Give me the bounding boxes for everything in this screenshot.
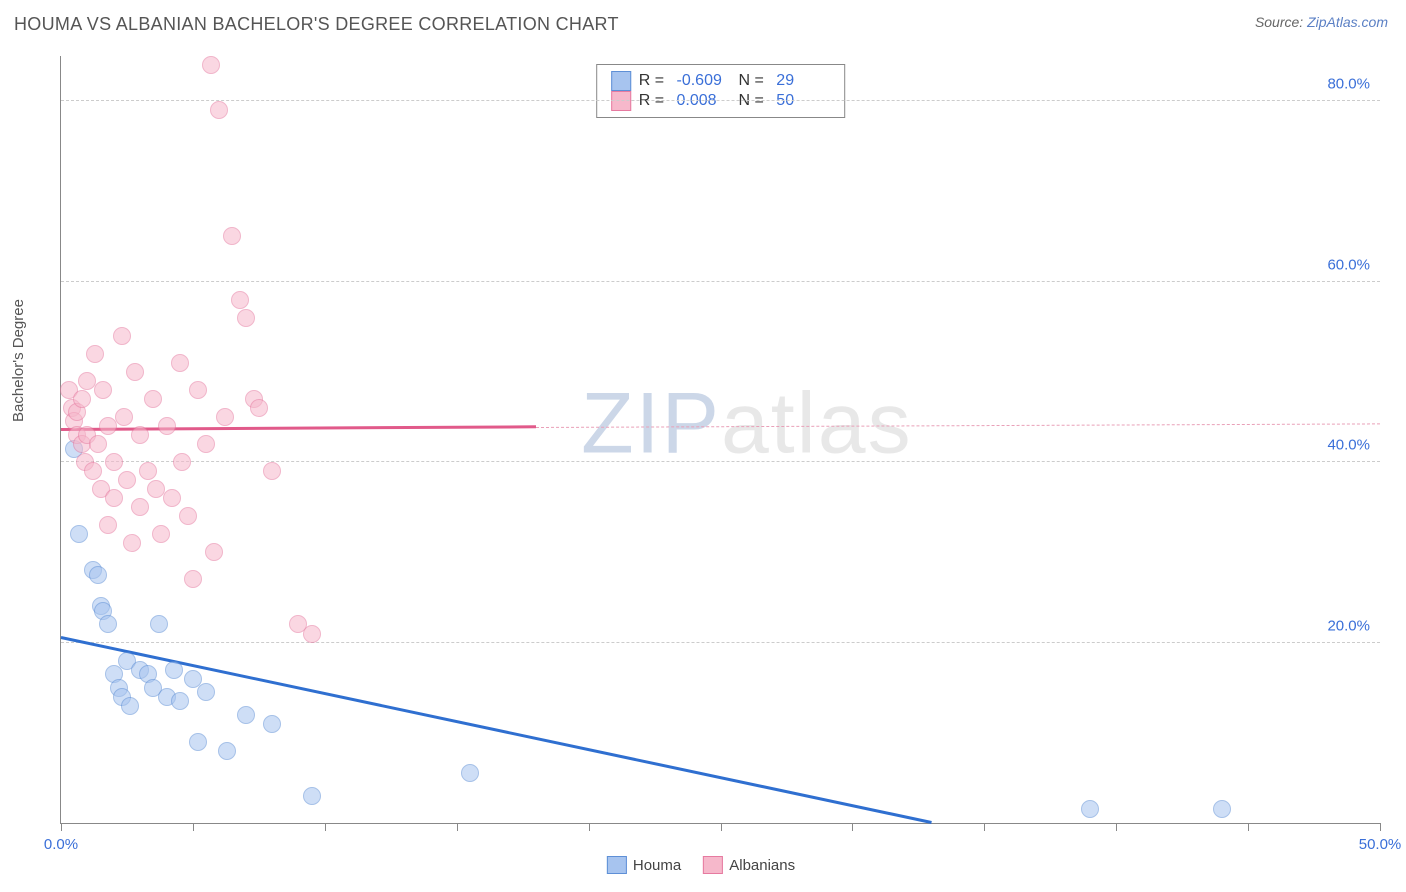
- data-point: [231, 291, 249, 309]
- data-point: [94, 381, 112, 399]
- legend-r-label: R =: [639, 72, 669, 90]
- data-point: [150, 615, 168, 633]
- legend-n-value: 29: [776, 72, 830, 90]
- legend-row-houma: R = -0.609 N = 29: [611, 71, 831, 91]
- data-point: [210, 101, 228, 119]
- source-label: Source:: [1255, 14, 1307, 30]
- data-point: [250, 399, 268, 417]
- data-point: [105, 489, 123, 507]
- data-point: [171, 692, 189, 710]
- data-point: [184, 570, 202, 588]
- trend-line: [61, 636, 932, 823]
- data-point: [131, 498, 149, 516]
- data-point: [105, 453, 123, 471]
- data-point: [218, 742, 236, 760]
- x-tick: [1380, 823, 1381, 831]
- legend-label: Houma: [633, 857, 681, 874]
- data-point: [131, 426, 149, 444]
- legend-label: Albanians: [729, 857, 795, 874]
- legend-swatch-icon: [703, 856, 723, 874]
- plot-area: ZIPatlas R = -0.609 N = 29 R = 0.008 N =…: [60, 56, 1380, 824]
- data-point: [1213, 800, 1231, 818]
- x-tick: [852, 823, 853, 831]
- data-point: [303, 625, 321, 643]
- data-point: [144, 390, 162, 408]
- x-tick-label: 50.0%: [1359, 836, 1402, 853]
- data-point: [152, 525, 170, 543]
- data-point: [99, 615, 117, 633]
- trend-line: [536, 423, 1380, 428]
- data-point: [173, 453, 191, 471]
- y-tick-label: 80.0%: [1327, 76, 1370, 93]
- gridline: [61, 642, 1380, 643]
- data-point: [84, 462, 102, 480]
- data-point: [179, 507, 197, 525]
- x-tick: [1116, 823, 1117, 831]
- gridline: [61, 461, 1380, 462]
- correlation-legend: R = -0.609 N = 29 R = 0.008 N = 50: [596, 64, 846, 118]
- data-point: [171, 354, 189, 372]
- gridline: [61, 281, 1380, 282]
- data-point: [113, 327, 131, 345]
- legend-item-houma: Houma: [607, 856, 681, 874]
- data-point: [197, 683, 215, 701]
- data-point: [115, 408, 133, 426]
- data-point: [237, 309, 255, 327]
- source-link[interactable]: ZipAtlas.com: [1307, 14, 1388, 30]
- data-point: [123, 534, 141, 552]
- watermark-zip: ZIP: [581, 376, 721, 472]
- legend-swatch-houma: [611, 71, 631, 91]
- data-point: [99, 516, 117, 534]
- data-point: [73, 390, 91, 408]
- x-tick: [589, 823, 590, 831]
- data-point: [1081, 800, 1099, 818]
- chart-title: HOUMA VS ALBANIAN BACHELOR'S DEGREE CORR…: [14, 14, 619, 35]
- data-point: [158, 417, 176, 435]
- x-tick: [721, 823, 722, 831]
- legend-n-label: N =: [739, 72, 769, 90]
- data-point: [223, 227, 241, 245]
- gridline: [61, 100, 1380, 101]
- data-point: [202, 56, 220, 74]
- data-point: [189, 733, 207, 751]
- data-point: [70, 525, 88, 543]
- data-point: [263, 462, 281, 480]
- data-point: [197, 435, 215, 453]
- y-tick-label: 60.0%: [1327, 256, 1370, 273]
- y-axis-label: Bachelor's Degree: [10, 299, 27, 422]
- data-point: [89, 435, 107, 453]
- data-point: [165, 661, 183, 679]
- x-tick-label: 0.0%: [44, 836, 78, 853]
- legend-r-value: -0.609: [677, 72, 731, 90]
- watermark-atlas: atlas: [721, 376, 913, 472]
- data-point: [121, 697, 139, 715]
- series-legend: Houma Albanians: [607, 856, 795, 874]
- data-point: [303, 787, 321, 805]
- data-point: [118, 471, 136, 489]
- x-tick: [984, 823, 985, 831]
- x-tick: [193, 823, 194, 831]
- data-point: [263, 715, 281, 733]
- legend-swatch-icon: [607, 856, 627, 874]
- data-point: [139, 462, 157, 480]
- data-point: [86, 345, 104, 363]
- data-point: [126, 363, 144, 381]
- legend-item-albanians: Albanians: [703, 856, 795, 874]
- x-tick: [457, 823, 458, 831]
- x-tick: [61, 823, 62, 831]
- data-point: [461, 764, 479, 782]
- x-tick: [325, 823, 326, 831]
- watermark: ZIPatlas: [581, 375, 912, 474]
- chart-container: Bachelor's Degree ZIPatlas R = -0.609 N …: [14, 48, 1388, 876]
- x-tick: [1248, 823, 1249, 831]
- data-point: [237, 706, 255, 724]
- data-point: [189, 381, 207, 399]
- data-point: [205, 543, 223, 561]
- data-point: [163, 489, 181, 507]
- y-tick-label: 20.0%: [1327, 617, 1370, 634]
- data-point: [89, 566, 107, 584]
- source-attribution: Source: ZipAtlas.com: [1255, 14, 1388, 30]
- data-point: [216, 408, 234, 426]
- y-tick-label: 40.0%: [1327, 437, 1370, 454]
